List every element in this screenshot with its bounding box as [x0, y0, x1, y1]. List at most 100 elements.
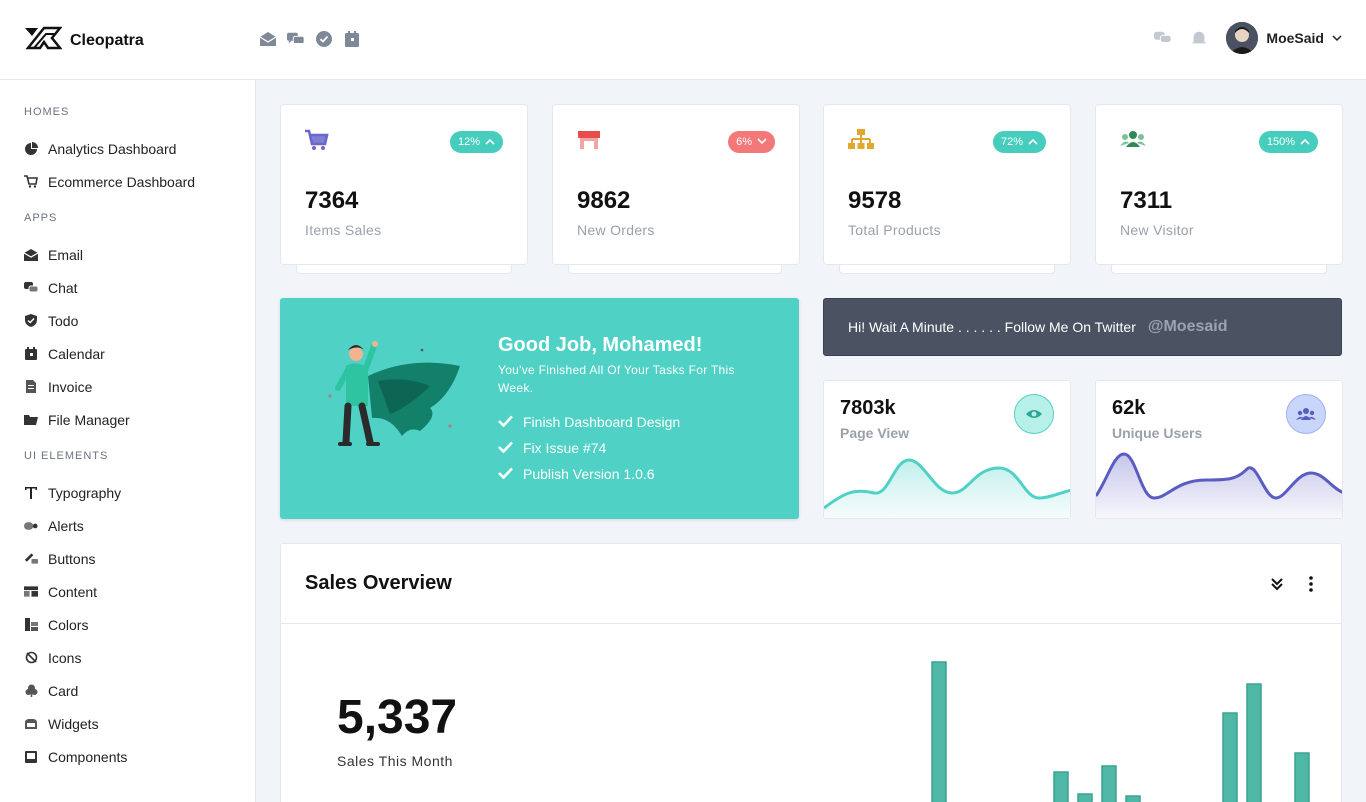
pie-chart-icon — [24, 142, 38, 156]
sidebar-item-label: Icons — [48, 649, 82, 666]
sidebar-item-content[interactable]: Content — [0, 575, 255, 608]
header-app-icons — [259, 30, 361, 48]
sidebar-item-widgets[interactable]: Widgets — [0, 707, 255, 740]
sidebar-item-buttons[interactable]: Buttons — [0, 542, 255, 575]
twitter-banner: Hi! Wait A Minute . . . . . . Follow Me … — [823, 298, 1342, 356]
chart-bar — [1125, 795, 1141, 802]
sidebar-item-ecommerce-dashboard[interactable]: Ecommerce Dashboard — [0, 165, 255, 198]
task-item: Finish Dashboard Design — [498, 414, 680, 430]
chart-bar — [1077, 793, 1093, 802]
twitter-handle-link[interactable]: @Moesaid — [1147, 318, 1228, 335]
card-actions — [1267, 574, 1321, 594]
sidebar-item-chat[interactable]: Chat — [0, 271, 255, 304]
brand[interactable]: Cleopatra — [24, 26, 144, 55]
sidebar-item-card[interactable]: Card — [0, 674, 255, 707]
stat-card-total-products[interactable]: 72% 9578 Total Products — [823, 104, 1071, 265]
mini-value: 62k — [1112, 397, 1146, 419]
sidebar-group-ui-elements: UI ELEMENTS Typography Alerts Buttons Co… — [0, 450, 255, 773]
users-icon — [1286, 394, 1326, 434]
stat-value: 9862 — [577, 187, 631, 214]
sidebar-item-icons[interactable]: Icons — [0, 641, 255, 674]
user-name: MoeSaid — [1266, 30, 1324, 46]
sidebar-item-email[interactable]: Email — [0, 238, 255, 271]
content-icon — [24, 585, 38, 599]
stat-card-new-visitor[interactable]: 150% 7311 New Visitor — [1095, 104, 1343, 265]
calendar-icon[interactable] — [343, 30, 361, 48]
sidebar-item-label: Invoice — [48, 378, 93, 395]
stat-card-new-orders[interactable]: 6% 9862 New Orders — [552, 104, 800, 265]
sidebar-item-components[interactable]: Components — [0, 740, 255, 773]
sidebar-section-title: UI ELEMENTS — [24, 450, 109, 462]
file-icon — [24, 380, 38, 394]
widgets-icon — [24, 717, 38, 731]
card-stack-shadow — [296, 264, 512, 274]
cart-icon — [305, 129, 329, 153]
sidebar-item-label: Colors — [48, 616, 89, 633]
trend-badge: 6% — [728, 131, 775, 153]
sidebar-item-label: File Manager — [48, 411, 130, 428]
sitemap-icon — [848, 129, 874, 153]
sidebar-item-label: Email — [48, 246, 84, 263]
stat-value: 9578 — [848, 187, 902, 214]
top-header: Cleopatra — [0, 0, 1366, 80]
notifications-icon[interactable] — [1190, 29, 1208, 47]
sidebar-group-homes: HOMES Analytics Dashboard Ecommerce Dash… — [0, 106, 255, 198]
sidebar-item-label: Components — [48, 748, 128, 765]
card-icon — [24, 684, 38, 698]
mini-card-unique-users: 62k Unique Users — [1095, 380, 1343, 519]
sidebar-section-title: APPS — [24, 212, 58, 224]
sidebar-item-colors[interactable]: Colors — [0, 608, 255, 641]
chevron-up-icon — [485, 136, 495, 148]
avatar — [1226, 22, 1259, 54]
sidebar-item-file-manager[interactable]: File Manager — [0, 403, 255, 436]
brand-name: Cleopatra — [70, 31, 144, 49]
chevron-up-icon — [1028, 136, 1038, 148]
cleopatra-logo-icon — [24, 26, 63, 55]
mini-card-page-view: 7803k Page View — [823, 380, 1071, 519]
sidebar-item-label: Typography — [48, 484, 122, 501]
more-vertical-icon[interactable] — [1301, 574, 1321, 594]
chevron-up-icon — [1300, 136, 1310, 148]
sidebar-item-label: Ecommerce Dashboard — [48, 173, 196, 190]
card-stack-shadow — [1111, 264, 1327, 274]
messages-icon[interactable] — [1154, 29, 1172, 47]
stat-value: 7364 — [305, 187, 359, 214]
sidebar-item-analytics-dashboard[interactable]: Analytics Dashboard — [0, 132, 255, 165]
icons-icon — [24, 651, 38, 665]
trend-badge: 150% — [1258, 131, 1318, 153]
trend-badge: 12% — [449, 131, 503, 153]
stat-card-items-sales[interactable]: 12% 7364 Items Sales — [280, 104, 528, 265]
chart-bar — [1222, 712, 1238, 802]
sales-this-month-label: Sales This Month — [337, 753, 453, 769]
components-icon — [24, 750, 38, 764]
task-item: Fix Issue #74 — [498, 440, 606, 456]
alert-icon — [24, 519, 38, 533]
mini-label: Page View — [840, 425, 910, 441]
sidebar-item-label: Alerts — [48, 517, 84, 534]
sidebar-item-invoice[interactable]: Invoice — [0, 370, 255, 403]
sidebar-group-apps: APPS Email Chat Todo Calendar Invoice Fi… — [0, 212, 255, 436]
double-chevron-down-icon[interactable] — [1267, 574, 1287, 594]
sidebar-item-calendar[interactable]: Calendar — [0, 337, 255, 370]
store-icon — [577, 129, 601, 153]
sales-overview-header: Sales Overview — [281, 544, 1341, 624]
unique-users-sparkline — [1096, 452, 1342, 518]
sidebar-item-alerts[interactable]: Alerts — [0, 509, 255, 542]
card-stack-shadow — [568, 264, 782, 274]
text-icon — [24, 486, 38, 500]
badge-value: 72% — [1000, 136, 1023, 148]
sidebar-item-todo[interactable]: Todo — [0, 304, 255, 337]
chat-icon[interactable] — [287, 30, 305, 48]
check-icon[interactable] — [315, 30, 333, 48]
chart-bar — [1294, 752, 1310, 802]
stat-label: New Orders — [577, 222, 655, 238]
card-stack-shadow — [839, 264, 1055, 274]
stat-label: New Visitor — [1120, 222, 1194, 238]
email-icon[interactable] — [259, 30, 277, 48]
user-menu[interactable]: MoeSaid — [1226, 22, 1342, 54]
twitter-text: Hi! Wait A Minute . . . . . . Follow Me … — [848, 319, 1136, 335]
calendar-icon — [24, 347, 38, 361]
stat-label: Total Products — [848, 222, 941, 238]
chevron-down-icon — [757, 136, 767, 148]
sidebar-item-typography[interactable]: Typography — [0, 476, 255, 509]
